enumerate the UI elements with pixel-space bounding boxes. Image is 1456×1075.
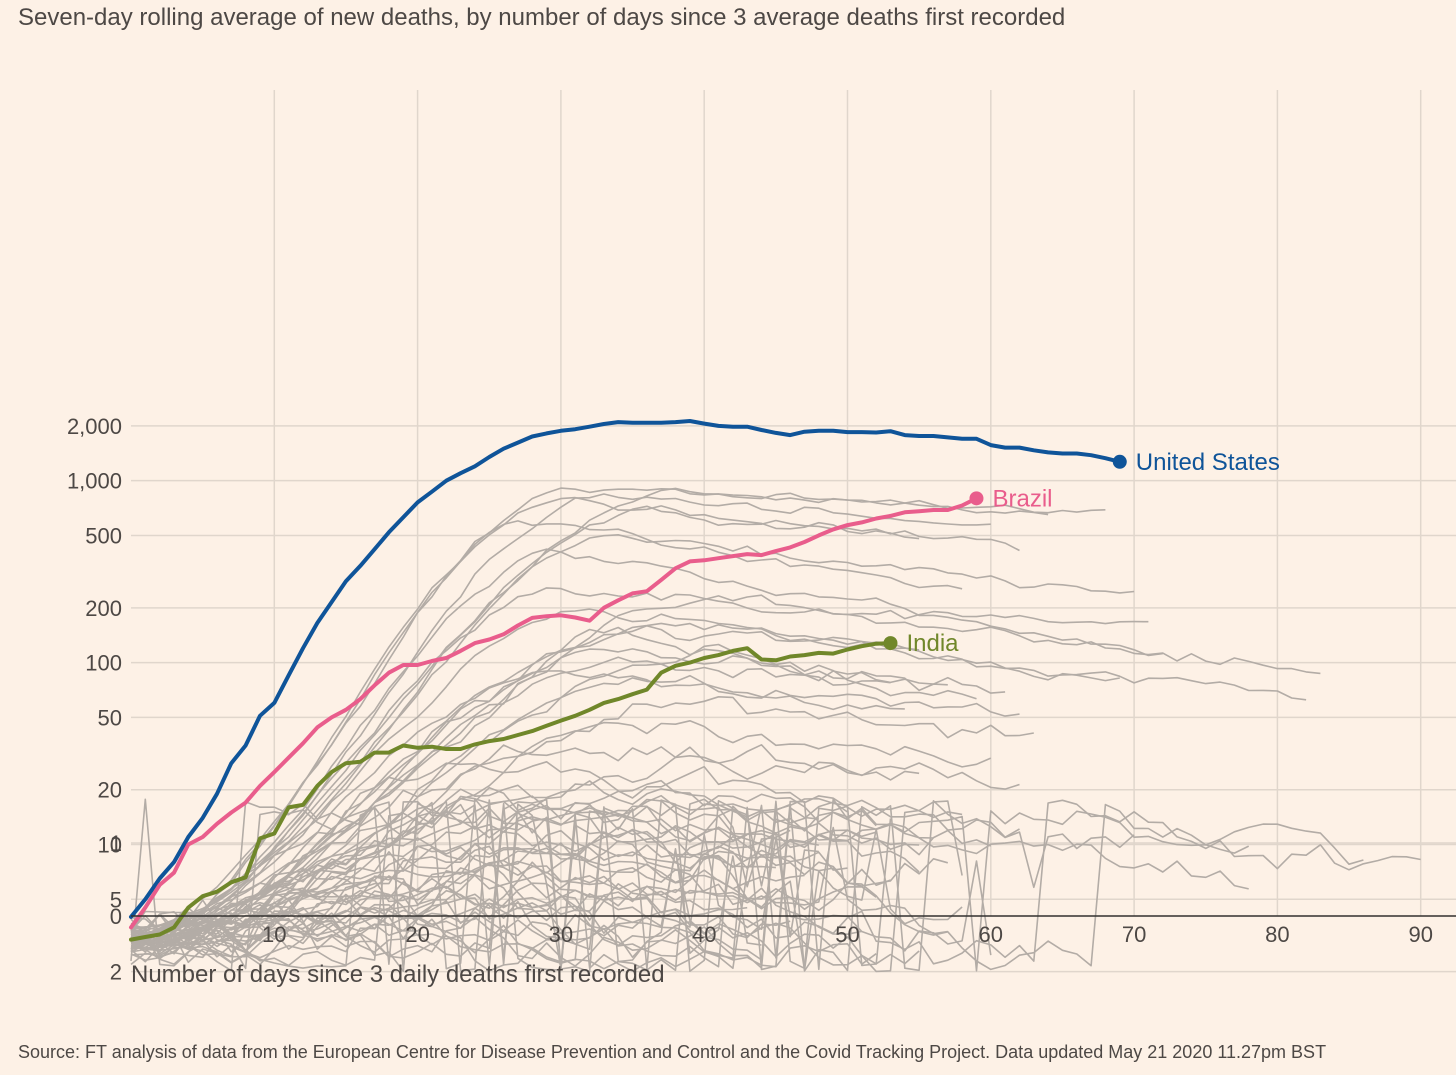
y-tick-label: 2,000 <box>67 414 122 439</box>
background-country-line <box>130 587 1321 941</box>
x-tick-label: 50 <box>835 922 859 947</box>
brazil-line <box>129 496 979 930</box>
background-country-line <box>130 493 991 950</box>
y-tick-label: 100 <box>85 651 122 676</box>
united-states-label: United States <box>1136 449 1280 476</box>
background-country-line <box>130 801 776 972</box>
background-country-line <box>130 798 1250 972</box>
y-tick-label: 5 <box>110 887 122 912</box>
background-country-line <box>130 496 920 951</box>
chart-subtitle: Seven-day rolling average of new deaths,… <box>18 4 1066 31</box>
background-country-line <box>130 626 948 937</box>
background-country-line <box>130 804 791 972</box>
highlighted-country-lines: United States Brazil India <box>129 419 1280 942</box>
line-chart: United States Brazil India 0 1 2 5 10 20 50 100 20… <box>67 90 1456 988</box>
india-end-marker <box>883 636 898 651</box>
y-tick-label: 1,000 <box>67 469 122 494</box>
y-tick-label: 20 <box>98 778 122 803</box>
x-tick-label: 10 <box>262 922 286 947</box>
x-tick-label: 70 <box>1122 922 1146 947</box>
y-tick-label: 200 <box>85 596 122 621</box>
y-tick-label: 2 <box>110 960 122 985</box>
brazil-end-marker <box>969 491 984 506</box>
x-tick-label: 20 <box>405 922 429 947</box>
y-tick-label: 0 <box>110 904 122 929</box>
background-country-line <box>130 487 1049 932</box>
background-country-line <box>130 799 1421 965</box>
background-country-line <box>130 744 920 935</box>
axes: 0 1 2 5 10 20 50 100 200 500 1,000 2,000 10 20 30 40 50 6… <box>67 414 1456 988</box>
background-country-line <box>130 674 1020 939</box>
united-states-end-marker <box>1112 454 1127 469</box>
y-tick-label: 500 <box>85 523 122 548</box>
source-note: Source: FT analysis of data from the Eur… <box>18 1042 1327 1062</box>
background-country-line <box>130 505 1020 945</box>
y-tick-label: 10 <box>98 832 122 857</box>
x-axis-label: Number of days since 3 daily deaths firs… <box>131 961 665 988</box>
background-country-line <box>130 761 963 937</box>
india-line <box>129 641 893 942</box>
background-country-line <box>130 801 848 968</box>
background-country-line <box>130 803 1364 971</box>
united-states-line <box>129 419 1122 919</box>
x-tick-label: 60 <box>979 922 1003 947</box>
background-country-line <box>130 720 992 946</box>
background-country-line <box>130 800 1135 972</box>
brazil-label: Brazil <box>992 485 1052 512</box>
x-tick-label: 40 <box>692 922 716 947</box>
background-country-line <box>130 622 1307 938</box>
background-country-line <box>130 520 963 953</box>
background-country-line <box>130 534 1135 939</box>
background-country-line <box>131 608 1120 932</box>
background-country-line <box>130 814 819 942</box>
x-tick-label: 90 <box>1408 922 1432 947</box>
background-country-lines <box>130 487 1421 973</box>
background-country-line <box>130 826 948 943</box>
background-country-line <box>130 594 1149 939</box>
x-tick-label: 30 <box>549 922 573 947</box>
india-label: India <box>906 630 959 657</box>
x-tick-label: 80 <box>1265 922 1289 947</box>
y-tick-label: 1 <box>110 831 122 856</box>
background-country-line <box>130 851 877 961</box>
y-tick-label: 50 <box>98 705 122 730</box>
